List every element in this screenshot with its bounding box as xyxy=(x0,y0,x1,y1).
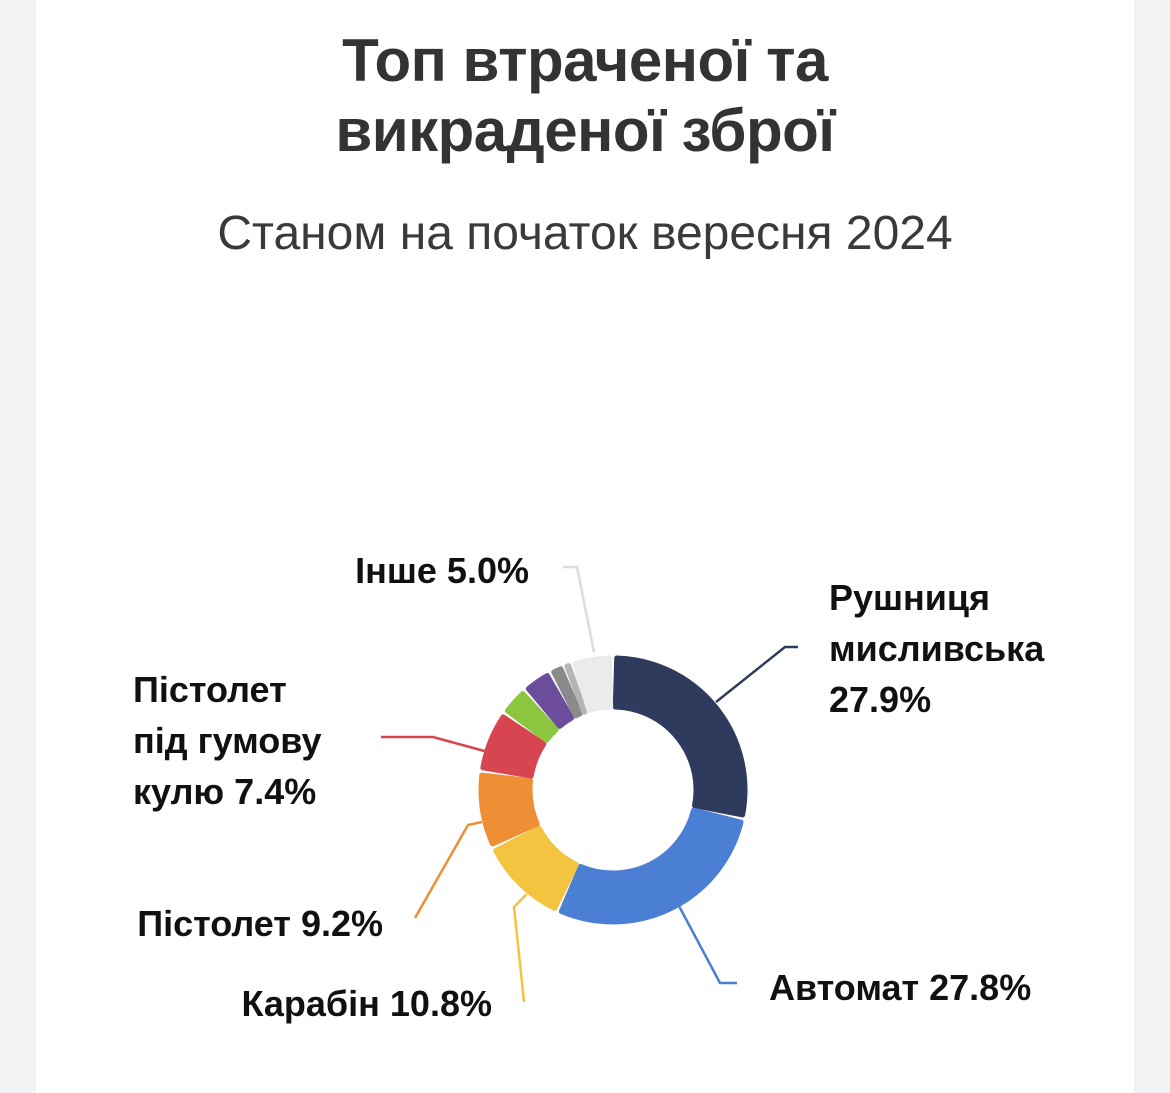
leader-line-4 xyxy=(413,820,483,919)
donut-slice-3 xyxy=(493,825,579,911)
slice-label-line: Рушниця xyxy=(829,577,990,618)
slice-label-line: Пістолет 9.2% xyxy=(137,903,383,944)
chart-subtitle: Станом на початок вересня 2024 xyxy=(217,207,953,260)
slice-label-line: кулю 7.4% xyxy=(133,771,316,812)
leader-line-5 xyxy=(381,735,489,754)
donut-slice-8 xyxy=(551,666,583,719)
leader-line-3 xyxy=(512,893,528,1003)
donut-slice-2 xyxy=(558,807,744,925)
leader-line-10 xyxy=(563,565,596,653)
chart-title-line-2: викраденої зброї xyxy=(335,97,835,164)
slice-label-2: Автомат 27.8% xyxy=(769,967,1031,1008)
slice-label-line: Карабін 10.8% xyxy=(241,983,492,1024)
slice-label-10: Інше 5.0% xyxy=(355,550,529,591)
slice-label-line: Інше 5.0% xyxy=(355,550,529,591)
slice-label-4: Пістолет 9.2% xyxy=(137,903,383,944)
donut-slice-10 xyxy=(572,655,614,714)
slice-label-line: 27.9% xyxy=(829,679,931,720)
donut-slice-9 xyxy=(564,663,588,715)
chart-title: Топ втраченої та викраденої зброї xyxy=(0,26,1170,166)
slice-label-line: Пістолет xyxy=(133,669,287,710)
chart-title-line-1: Топ втраченої та xyxy=(342,27,828,94)
leader-line-2 xyxy=(677,905,737,985)
slice-label-3: Карабін 10.8% xyxy=(241,983,492,1024)
slice-label-line: під гумову xyxy=(133,720,322,761)
donut-slice-1 xyxy=(612,655,748,818)
slice-label-line: Автомат 27.8% xyxy=(769,967,1031,1008)
donut-slice-4 xyxy=(478,772,540,847)
donut-slice-7 xyxy=(525,673,575,729)
slice-label-1: Рушниця мисливська 27.9% xyxy=(829,577,1045,720)
slice-label-line: мисливська xyxy=(829,628,1045,669)
donut-slice-6 xyxy=(504,691,559,743)
leader-line-1 xyxy=(715,645,798,703)
slice-label-5: Пістолет під гумову кулю 7.4% xyxy=(133,669,322,812)
